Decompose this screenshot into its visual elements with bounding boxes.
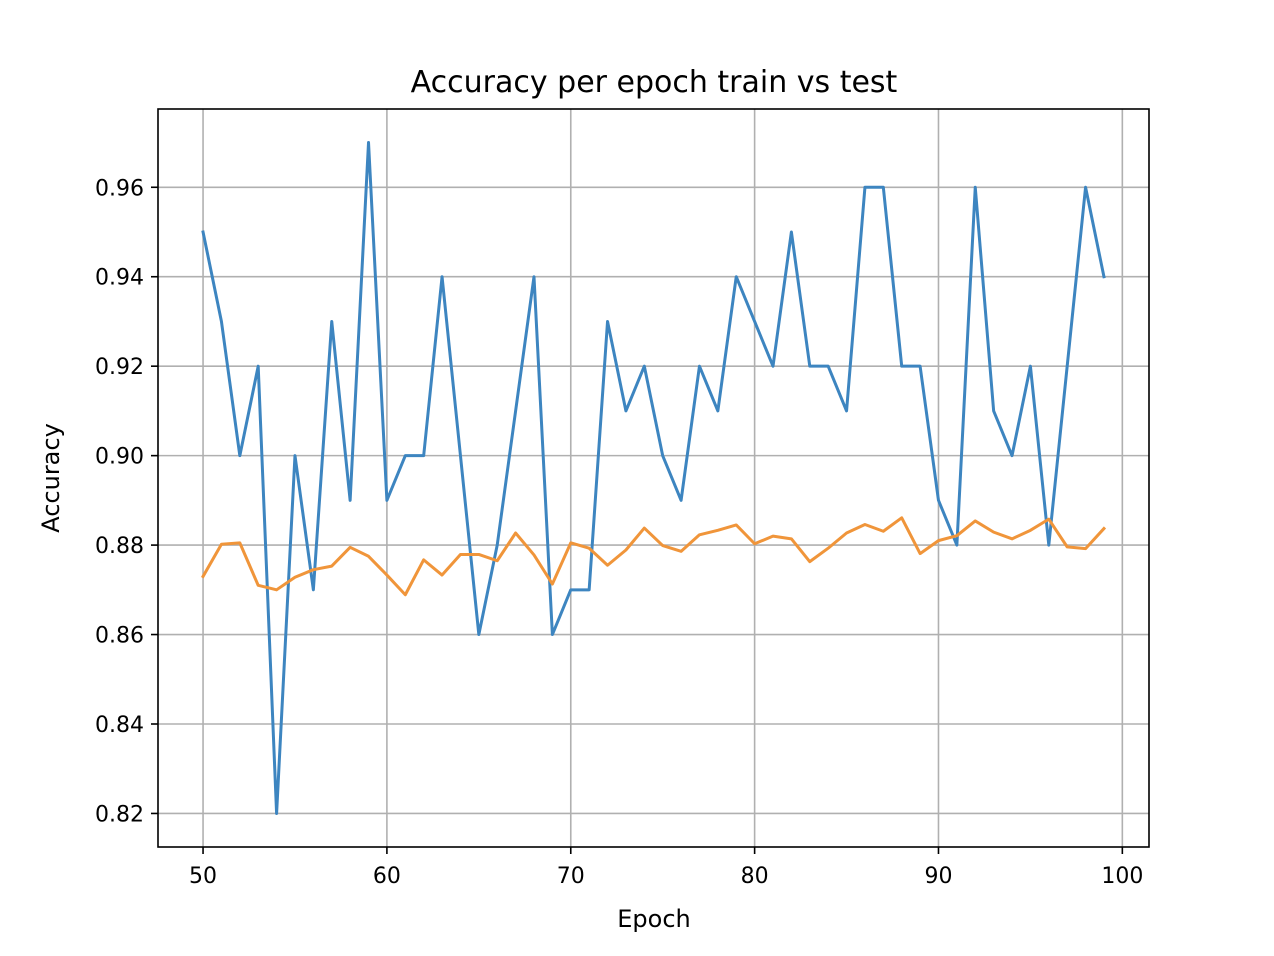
x-tick-label: 60 (373, 864, 401, 889)
x-tick-label: 100 (1101, 864, 1143, 889)
x-axis-label: Epoch (617, 905, 691, 933)
y-tick-label: 0.90 (95, 445, 144, 470)
series-line-orange (201, 516, 1107, 597)
y-tick-label: 0.86 (95, 624, 144, 649)
x-tick-label: 80 (741, 864, 769, 889)
y-tick-label: 0.84 (95, 713, 144, 738)
y-axis-label: Accuracy (37, 423, 65, 533)
y-tick-label: 0.88 (95, 534, 144, 559)
x-tick-label: 70 (557, 864, 585, 889)
x-tick-label: 50 (189, 864, 217, 889)
y-tick-label: 0.96 (95, 176, 144, 201)
tick-layer: 50 60 70 80 90 100 0.82 0.84 0.86 0.88 0.90 0.92 0.9… (95, 176, 1143, 889)
plot-frame (157, 108, 1150, 848)
y-tick-label: 0.92 (95, 355, 144, 380)
chart-title: Accuracy per epoch train vs test (411, 65, 898, 100)
y-tick-label: 0.94 (95, 266, 144, 291)
y-tick-label: 0.82 (95, 802, 144, 827)
series-layer (201, 141, 1107, 815)
x-tick-label: 90 (924, 864, 952, 889)
